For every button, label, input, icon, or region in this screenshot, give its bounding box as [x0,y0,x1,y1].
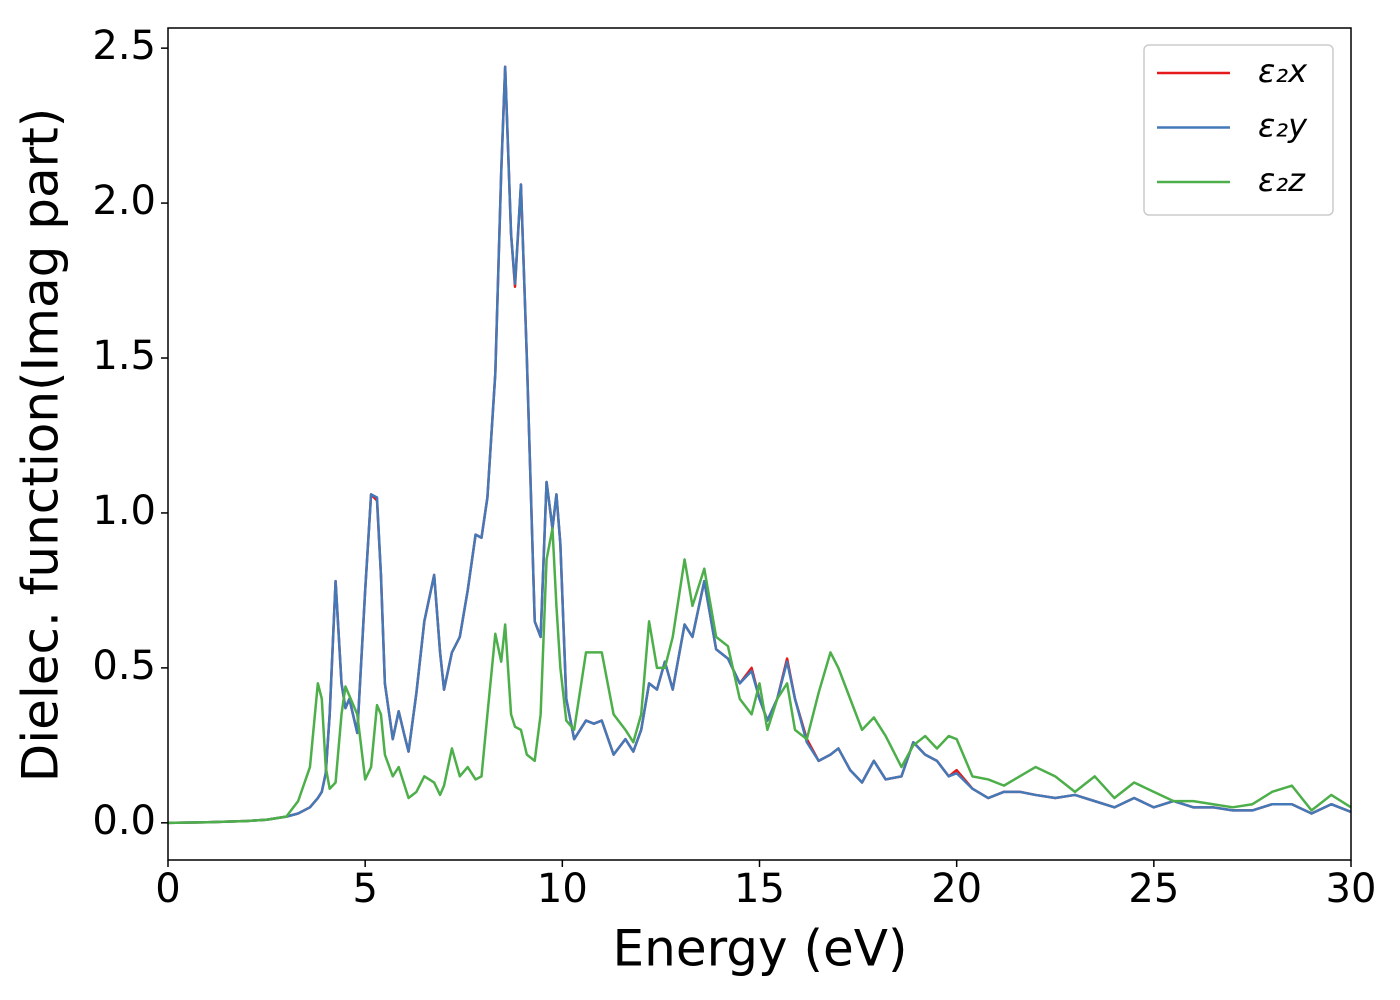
y-tick-label: 2.0 [92,178,156,224]
legend-box [1143,44,1334,216]
y-tick-label: 0.5 [92,643,156,689]
x-tick-label: 25 [1128,866,1179,912]
legend-label: ε₂y [1258,107,1308,145]
y-tick-label: 1.5 [92,333,156,379]
y-tick-label: 2.5 [92,23,156,69]
x-tick-label: 5 [352,866,377,912]
y-axis-label: Dielec. function(Imag part) [12,108,70,783]
y-tick-label: 1.0 [92,488,156,534]
y-tick-label: 0.0 [92,798,156,844]
x-axis-label: Energy (eV) [613,920,908,978]
x-tick-label: 20 [931,866,982,912]
series-line [167,65,1352,825]
x-tick-label: 15 [734,866,785,912]
plot-frame [167,27,1352,861]
x-tick-label: 30 [1326,866,1377,912]
series-line [167,527,1352,825]
x-tick-label: 10 [537,866,588,912]
x-tick-label: 0 [155,866,180,912]
legend-label: ε₂z [1258,161,1306,199]
legend-label: ε₂x [1258,52,1308,90]
